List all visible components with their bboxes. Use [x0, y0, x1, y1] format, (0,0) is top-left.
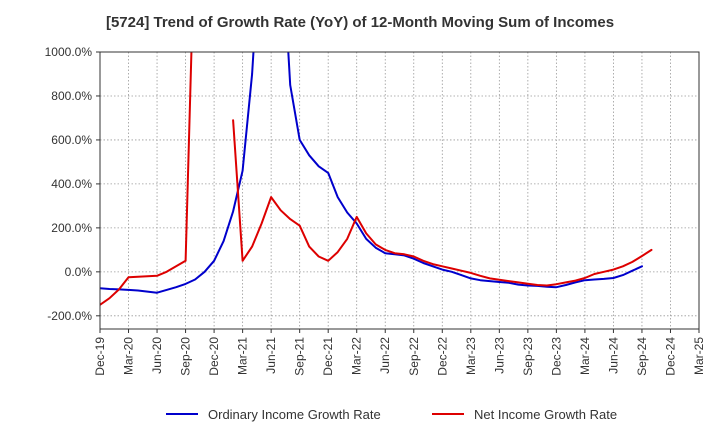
- series-line-net-income: [100, 52, 653, 306]
- x-axis-ticks: Dec-19 Mar-20 Jun-20 Sep-20 Dec-20 Mar-21 Jun-…: [93, 329, 706, 376]
- x-tick-label: Dec-24: [663, 337, 677, 376]
- y-axis-ticks: -200.0% 0.0% 200.0% 400.0% 600.0% 800.0% 1000.…: [45, 45, 100, 323]
- y-tick-label: 800.0%: [51, 89, 92, 103]
- y-tick-label: 0.0%: [65, 265, 93, 279]
- x-tick-label: Mar-25: [692, 337, 706, 375]
- x-tick-label: Sep-21: [293, 337, 307, 376]
- legend: Ordinary Income Growth Rate Net Income Gr…: [166, 407, 617, 422]
- x-tick-label: Jun-23: [492, 337, 506, 374]
- y-tick-label: 1000.0%: [45, 45, 93, 59]
- x-tick-label: Sep-24: [635, 337, 649, 376]
- x-tick-label: Jun-21: [264, 337, 278, 374]
- y-tick-label: 400.0%: [51, 177, 92, 191]
- legend-label: Net Income Growth Rate: [474, 407, 617, 422]
- x-tick-label: Dec-20: [207, 337, 221, 376]
- y-tick-label: 200.0%: [51, 221, 92, 235]
- x-tick-label: Mar-20: [122, 337, 136, 375]
- x-tick-label: Sep-22: [407, 337, 421, 376]
- x-tick-label: Dec-23: [549, 337, 563, 376]
- legend-label: Ordinary Income Growth Rate: [208, 407, 381, 422]
- x-tick-label: Jun-20: [150, 337, 164, 374]
- x-tick-label: Dec-22: [435, 337, 449, 376]
- grid: [100, 51, 699, 329]
- x-tick-label: Mar-23: [464, 337, 478, 375]
- series-lines: [100, 52, 653, 306]
- chart-title: [5724] Trend of Growth Rate (YoY) of 12-…: [105, 14, 615, 31]
- x-tick-label: Dec-19: [93, 337, 107, 376]
- y-tick-label: -200.0%: [47, 309, 92, 323]
- x-tick-label: Dec-21: [321, 337, 335, 376]
- plot-frame: [99, 51, 700, 330]
- series-line-ordinary-income: [100, 52, 643, 294]
- x-tick-label: Sep-20: [179, 337, 193, 376]
- x-tick-label: Mar-24: [578, 337, 592, 375]
- x-tick-label: Jun-22: [378, 337, 392, 374]
- x-tick-label: Mar-22: [350, 337, 364, 375]
- x-tick-label: Sep-23: [521, 337, 535, 376]
- x-tick-label: Mar-21: [236, 337, 250, 375]
- y-tick-label: 600.0%: [51, 133, 92, 147]
- x-tick-label: Jun-24: [606, 337, 620, 374]
